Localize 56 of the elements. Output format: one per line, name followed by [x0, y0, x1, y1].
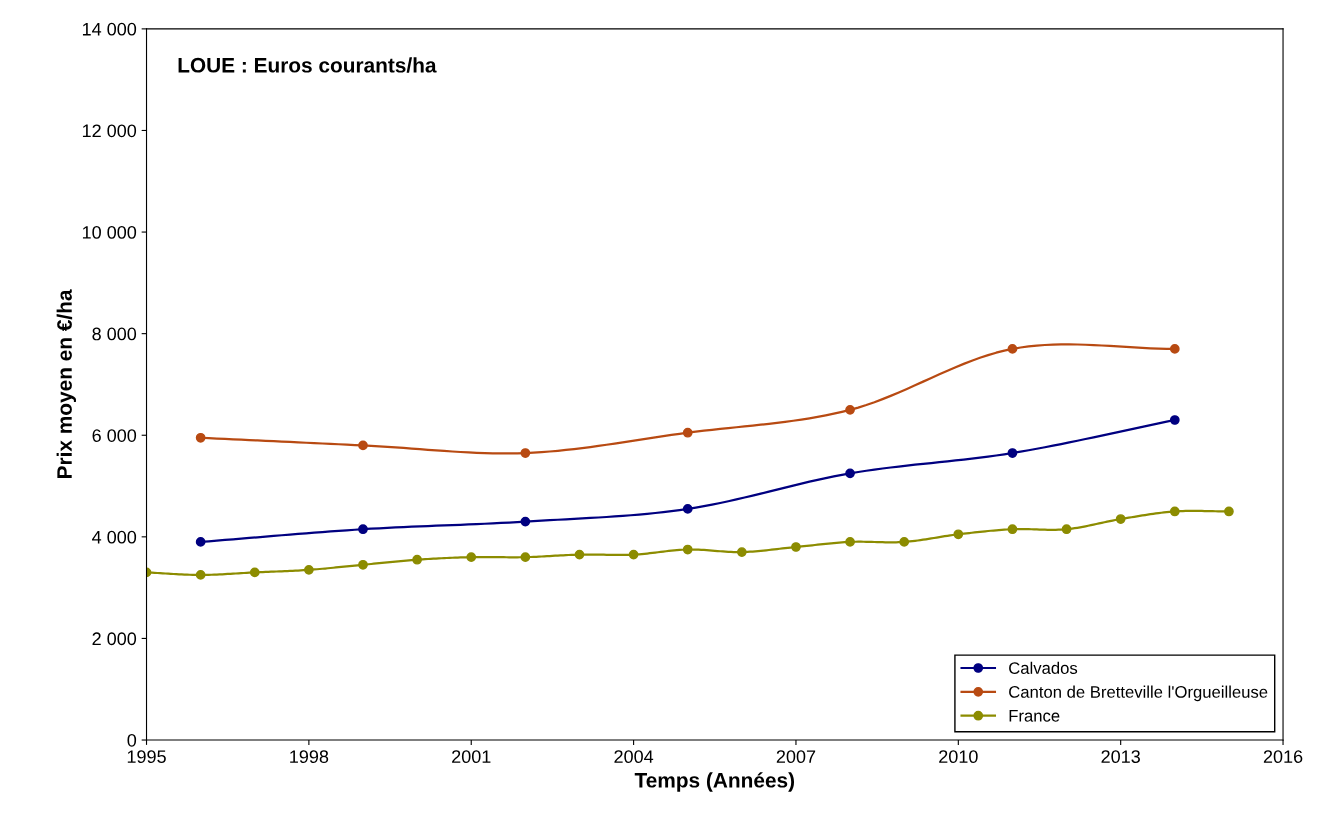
point	[1061, 524, 1072, 535]
point	[628, 549, 639, 560]
point	[845, 537, 855, 547]
x-tick-label: 2013	[1101, 750, 1140, 764]
x-tick-label: 1995	[127, 750, 166, 764]
point	[1169, 415, 1180, 425]
point	[358, 559, 368, 570]
point	[358, 524, 368, 535]
point	[953, 529, 964, 540]
point	[1007, 448, 1018, 458]
point	[466, 552, 477, 563]
x-tick-label: 2016	[1263, 750, 1303, 764]
x-tick-label: 1998	[290, 750, 329, 764]
point	[195, 432, 206, 443]
y-tick-label: 14 000	[82, 22, 137, 36]
point	[1007, 524, 1018, 535]
y-tick-label: 6 000	[92, 429, 137, 442]
x-tick-label: 2001	[452, 750, 491, 764]
point	[791, 542, 801, 552]
legend-label: Calvados	[1009, 661, 1078, 674]
point	[736, 547, 747, 557]
legend-label: Canton de Bretteville l'Orgueilleuse	[1009, 685, 1268, 702]
legend-label: France	[1009, 710, 1060, 722]
x-tick-label: 2007	[776, 750, 816, 764]
point	[1224, 506, 1234, 517]
point	[682, 544, 693, 555]
point	[845, 404, 855, 415]
point	[412, 554, 422, 565]
point	[574, 549, 585, 560]
point	[1169, 506, 1180, 517]
point	[1115, 514, 1126, 524]
x-tick-label: 2004	[614, 750, 654, 764]
point	[520, 516, 531, 527]
y-axis-title: Prix moyen en €/ha	[56, 289, 77, 478]
y-tick-label: 10 000	[82, 226, 137, 239]
x-tick-label: 2010	[939, 750, 978, 764]
y-tick-label: 2 000	[92, 632, 137, 646]
point	[845, 468, 855, 479]
point	[520, 448, 531, 458]
point	[899, 537, 910, 547]
point	[195, 570, 206, 580]
y-tick-label: 4 000	[92, 530, 137, 544]
point	[682, 427, 693, 438]
point	[682, 504, 693, 514]
point	[358, 440, 368, 451]
point	[520, 552, 531, 563]
point	[249, 567, 260, 578]
y-tick-label: 8 000	[92, 327, 137, 341]
point	[195, 537, 206, 547]
y-tick-label: 0	[127, 733, 137, 747]
text: LOUE : Euros courants/ha	[178, 57, 437, 73]
point	[1007, 344, 1018, 354]
y-tick-label: 12 000	[82, 124, 137, 138]
point	[304, 564, 314, 575]
point	[1169, 344, 1180, 354]
x-axis-title: Temps (Années)	[634, 772, 795, 792]
